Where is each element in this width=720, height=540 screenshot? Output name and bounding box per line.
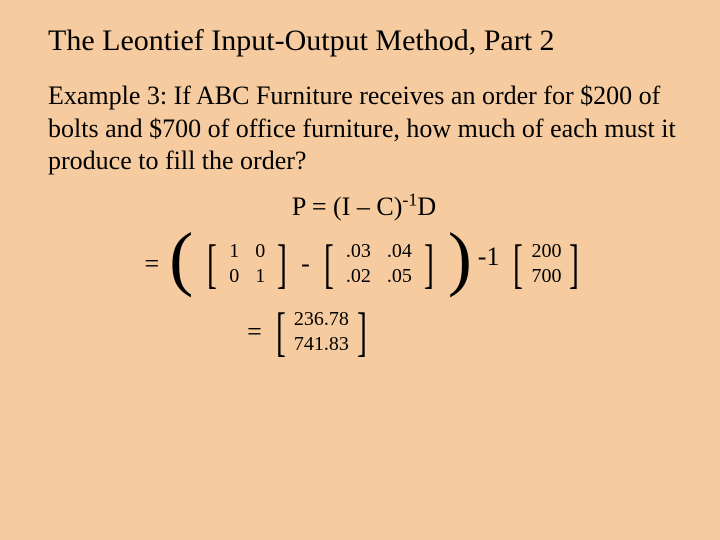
formula-eq: =: [312, 192, 327, 221]
matrix-cell: .03: [338, 239, 379, 264]
matrix-cell: 200: [527, 239, 565, 264]
matrix-cell: 741.83: [290, 332, 353, 357]
example-text: Example 3: If ABC Furniture receives an …: [48, 80, 680, 178]
equals-sign: =: [145, 249, 160, 279]
matrix-cell: 1: [221, 239, 247, 264]
formula-lhs: P: [292, 192, 306, 221]
bracket-left-icon: [: [324, 240, 334, 289]
equation-row-1: = ( [ 10 01 ] - [ .03.04 .02.05 ] ) -1 […: [48, 236, 680, 294]
slide-title: The Leontief Input-Output Method, Part 2: [48, 24, 680, 58]
matrix-cell: .04: [379, 239, 420, 264]
right-paren: ): [448, 230, 472, 288]
formula-exp: -1: [402, 189, 417, 209]
left-paren: (: [169, 230, 193, 288]
matrix-result: [ 236.78 741.83 ]: [272, 307, 371, 357]
minus-sign: -: [301, 249, 310, 279]
formula-paren: (I – C): [333, 192, 402, 221]
matrix-cell: 1: [247, 264, 273, 289]
matrix-cell: .05: [379, 264, 420, 289]
bracket-right-icon: ]: [357, 308, 367, 357]
matrix-cell: 0: [221, 264, 247, 289]
bracket-left-icon: [: [276, 308, 286, 357]
equals-sign: =: [247, 317, 262, 347]
bracket-right-icon: ]: [277, 240, 287, 289]
bracket-left-icon: [: [207, 240, 217, 289]
matrix-cell: 0: [247, 239, 273, 264]
formula-rhs: D: [417, 192, 436, 221]
exponent: -1: [478, 242, 500, 272]
formula-line: P = (I – C)-1D: [48, 192, 680, 222]
bracket-left-icon: [: [514, 240, 524, 289]
matrix-C: [ .03.04 .02.05 ]: [320, 239, 438, 289]
matrix-cell: .02: [338, 264, 379, 289]
matrix-I: [ 10 01 ]: [203, 239, 291, 289]
bracket-right-icon: ]: [424, 240, 434, 289]
matrix-cell: 700: [527, 264, 565, 289]
matrix-D: [ 200 700 ]: [509, 239, 583, 289]
bracket-right-icon: ]: [569, 240, 579, 289]
equation-row-2: = [ 236.78 741.83 ]: [48, 307, 680, 357]
matrix-cell: 236.78: [290, 307, 353, 332]
